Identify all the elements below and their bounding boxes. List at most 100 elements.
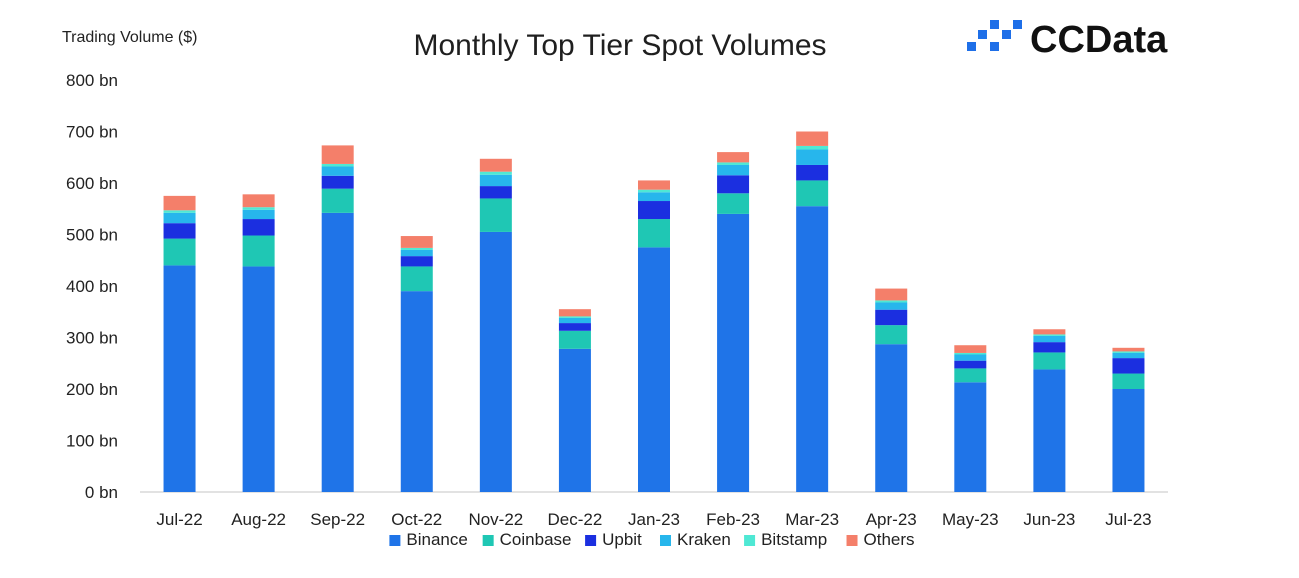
x-tick-label: Sep-22: [310, 510, 365, 529]
bar-stack-nov-22: [479, 158, 512, 493]
bar-bitstamp: [558, 316, 591, 318]
legend-item-coinbase: Coinbase: [482, 530, 572, 549]
legend-label: Others: [864, 530, 915, 549]
y-tick-label: 800 bn: [66, 71, 118, 90]
logo-square-6: [990, 42, 999, 51]
legend-item-upbit: Upbit: [585, 530, 642, 549]
legend-item-kraken: Kraken: [660, 530, 731, 549]
bar-coinbase: [638, 219, 670, 248]
bar-coinbase: [1112, 373, 1145, 389]
x-tick-label: Nov-22: [468, 510, 523, 529]
bar-others: [954, 345, 987, 353]
bar-binance: [242, 266, 275, 492]
bar-bitstamp: [875, 300, 908, 303]
bar-coinbase: [558, 330, 591, 349]
bar-coinbase: [321, 188, 354, 213]
legend: Binance Coinbase Upbit Kraken Bitstamp Others: [389, 530, 915, 549]
bar-upbit: [954, 360, 987, 369]
bar-binance: [479, 231, 512, 493]
bar-bitstamp: [796, 145, 829, 150]
bar-binance: [1033, 369, 1066, 492]
bar-upbit: [875, 309, 908, 326]
logo-square-2: [978, 30, 987, 39]
bar-others: [321, 145, 354, 164]
x-tick-label: Mar-23: [785, 510, 839, 529]
y-tick-label: 400 bn: [66, 277, 118, 296]
bar-kraken: [321, 166, 354, 176]
bar-binance: [400, 291, 433, 492]
bar-upbit: [163, 223, 196, 239]
bar-coinbase: [400, 266, 433, 292]
bar-bitstamp: [1033, 334, 1066, 336]
bar-kraken: [242, 209, 275, 220]
bar-others: [163, 195, 196, 211]
bar-coinbase: [875, 325, 908, 345]
bar-stack-mar-23: [796, 131, 829, 493]
x-tick-label: Dec-22: [548, 510, 603, 529]
legend-swatch: [585, 535, 597, 546]
bar-upbit: [796, 164, 829, 181]
bar-bitstamp: [954, 352, 987, 355]
x-tick-label: May-23: [942, 510, 999, 529]
bar-bitstamp: [1112, 351, 1145, 353]
bar-others: [1033, 329, 1066, 335]
brand-logo: CCData: [967, 19, 1168, 61]
x-tick-label: Aug-22: [231, 510, 286, 529]
legend-label: Coinbase: [500, 530, 572, 549]
bar-stack-apr-23: [875, 288, 908, 492]
bar-others: [242, 194, 275, 208]
legend-item-others: Others: [846, 530, 915, 549]
logo-square-1: [967, 42, 976, 51]
brand-name: CCData: [1030, 19, 1168, 61]
bar-stack-jun-23: [1033, 329, 1066, 492]
bar-bitstamp: [242, 207, 275, 210]
ccdata-logo-icon: [967, 20, 1022, 51]
bar-stack-aug-22: [242, 194, 275, 492]
legend-swatch: [482, 535, 494, 546]
legend-label: Kraken: [677, 530, 731, 549]
y-axis-ticks: 0 bn 100 bn 200 bn 300 bn 400 bn 500 bn 600 bn…: [66, 71, 118, 502]
bar-binance: [875, 344, 908, 492]
bar-kraken: [163, 212, 196, 224]
bar-others: [875, 288, 908, 301]
y-tick-label: 300 bn: [66, 329, 118, 348]
bar-upbit: [717, 175, 750, 194]
bar-binance: [638, 247, 670, 492]
bar-stack-oct-22: [400, 236, 433, 492]
bar-kraken: [796, 149, 829, 165]
bar-coinbase: [954, 368, 987, 383]
bar-stack-dec-22: [558, 309, 591, 492]
legend-label: Bitstamp: [761, 530, 827, 549]
bar-kraken: [954, 354, 987, 361]
bar-others: [638, 180, 670, 190]
bar-bitstamp: [638, 189, 670, 193]
legend-swatch: [846, 535, 858, 546]
y-tick-label: 100 bn: [66, 432, 118, 451]
y-tick-label: 200 bn: [66, 380, 118, 399]
bar-others: [479, 158, 512, 172]
bar-stack-feb-23: [717, 152, 750, 492]
bar-coinbase: [1033, 352, 1066, 370]
legend-label: Upbit: [602, 530, 642, 549]
x-tick-label: Oct-22: [391, 510, 442, 529]
bar-binance: [1112, 389, 1145, 492]
logo-square-5: [1013, 20, 1022, 29]
bar-coinbase: [717, 193, 750, 214]
bar-kraken: [558, 317, 591, 324]
bar-stack-sep-22: [321, 145, 354, 492]
legend-swatch: [389, 535, 401, 546]
bar-others: [400, 236, 433, 248]
chart-title: Monthly Top Tier Spot Volumes: [414, 29, 827, 62]
y-tick-label: 700 bn: [66, 123, 118, 142]
bar-bitstamp: [400, 247, 433, 250]
bar-upbit: [400, 256, 433, 267]
bar-others: [1112, 347, 1145, 352]
bar-stack-jan-23: [638, 180, 670, 492]
bar-kraken: [1112, 352, 1145, 359]
bar-bitstamp: [717, 162, 750, 165]
bar-kraken: [400, 249, 433, 257]
bar-upbit: [479, 186, 512, 199]
x-tick-label: Jul-22: [156, 510, 202, 529]
bar-binance: [163, 265, 196, 492]
